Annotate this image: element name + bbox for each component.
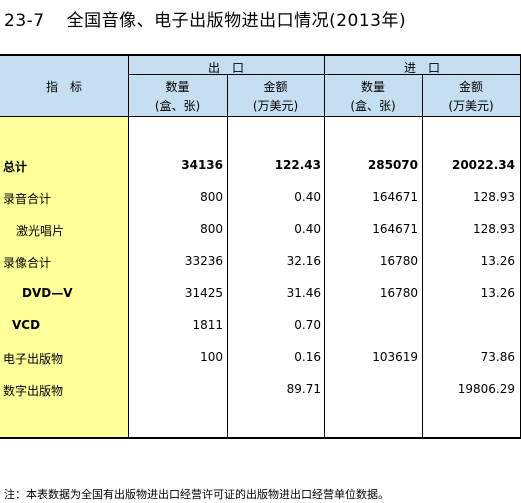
header-export-quantity: 数量 [165,80,190,94]
row-label: 数字出版物 [3,384,64,398]
export-quantity: 31425 [184,286,223,300]
import-amount: 128.93 [473,190,515,204]
import-amount: 73.86 [480,350,515,364]
row-label: 总计 [3,160,28,174]
header-indicator: 指 标 [45,80,82,94]
table-row: 电子出版物 100 0.16 103619 73.86 [0,350,521,370]
export-quantity: 800 [200,222,223,236]
table-footnote: 注：本表数据为全国有出版物进出口经营许可证的出版物进出口经营单位数据。 [4,488,389,501]
import-quantity: 164671 [372,222,418,236]
row-label: 录像合计 [3,256,52,270]
page-title: 23-7 全国音像、电子出版物进出口情况(2013年) [4,6,406,31]
export-amount: 31.46 [286,286,321,300]
col-divider-import [422,74,423,437]
table-top-rule [0,54,521,56]
import-amount: 19806.29 [457,382,515,396]
row-label: 激光唱片 [16,224,65,238]
table-row: 激光唱片 800 0.40 164671 128.93 [0,222,521,242]
table-title: 全国音像、电子出版物进出口情况(2013年) [66,11,407,31]
table-row: DVD—V 31425 31.46 16780 13.26 [0,286,521,306]
export-quantity: 800 [200,190,223,204]
import-amount: 20022.34 [451,158,515,172]
export-quantity: 33236 [184,254,223,268]
export-amount: 32.16 [286,254,321,268]
import-quantity: 164671 [372,190,418,204]
export-amount: 0.70 [294,318,321,332]
header-bottom-line [0,116,521,117]
col-divider-indicator [128,56,129,437]
export-amount: 0.40 [294,222,321,236]
header-import-quantity: 数量 [360,80,385,94]
indicator-column-background [0,116,128,437]
header-export-amount: 金额 [263,80,288,94]
import-quantity: 16780 [379,254,418,268]
header-background [0,56,521,116]
table-bottom-rule [0,437,521,439]
export-amount: 0.16 [294,350,321,364]
import-amount: 128.93 [473,222,515,236]
export-amount: 0.40 [294,190,321,204]
import-amount: 13.26 [480,254,515,268]
table-row: VCD 1811 0.70 [0,318,521,338]
col-divider-export [227,74,228,437]
import-quantity: 16780 [379,286,418,300]
col-divider-group [324,56,325,437]
export-quantity: 100 [200,350,223,364]
export-quantity: 1811 [192,318,223,332]
table-row: 录像合计 33236 32.16 16780 13.26 [0,254,521,274]
export-amount: 89.71 [286,382,321,396]
export-amount: 122.43 [274,158,321,172]
header-export-quantity-unit: (盒、张) [154,99,201,113]
header-import-amount-unit: (万美元) [448,99,494,113]
row-label: 电子出版物 [3,352,64,366]
header-export-amount-unit: (万美元) [252,99,299,113]
table-number: 23-7 [4,11,45,31]
header-import-amount: 金额 [458,80,483,94]
header-export: 出 口 [207,61,244,75]
export-quantity: 34136 [181,158,223,172]
import-quantity: 285070 [367,158,418,172]
row-label: DVD—V [22,286,73,300]
row-label: 录音合计 [3,192,52,206]
row-label: VCD [12,318,41,332]
header-import-quantity-unit: (盒、张) [350,99,396,113]
import-quantity: 103619 [372,350,418,364]
header-import: 进 口 [403,61,440,75]
import-amount: 13.26 [480,286,515,300]
table-row: 录音合计 800 0.40 164671 128.93 [0,190,521,210]
table-row: 总计 34136 122.43 285070 20022.34 [0,158,521,178]
table-row: 数字出版物 89.71 19806.29 [0,382,521,402]
